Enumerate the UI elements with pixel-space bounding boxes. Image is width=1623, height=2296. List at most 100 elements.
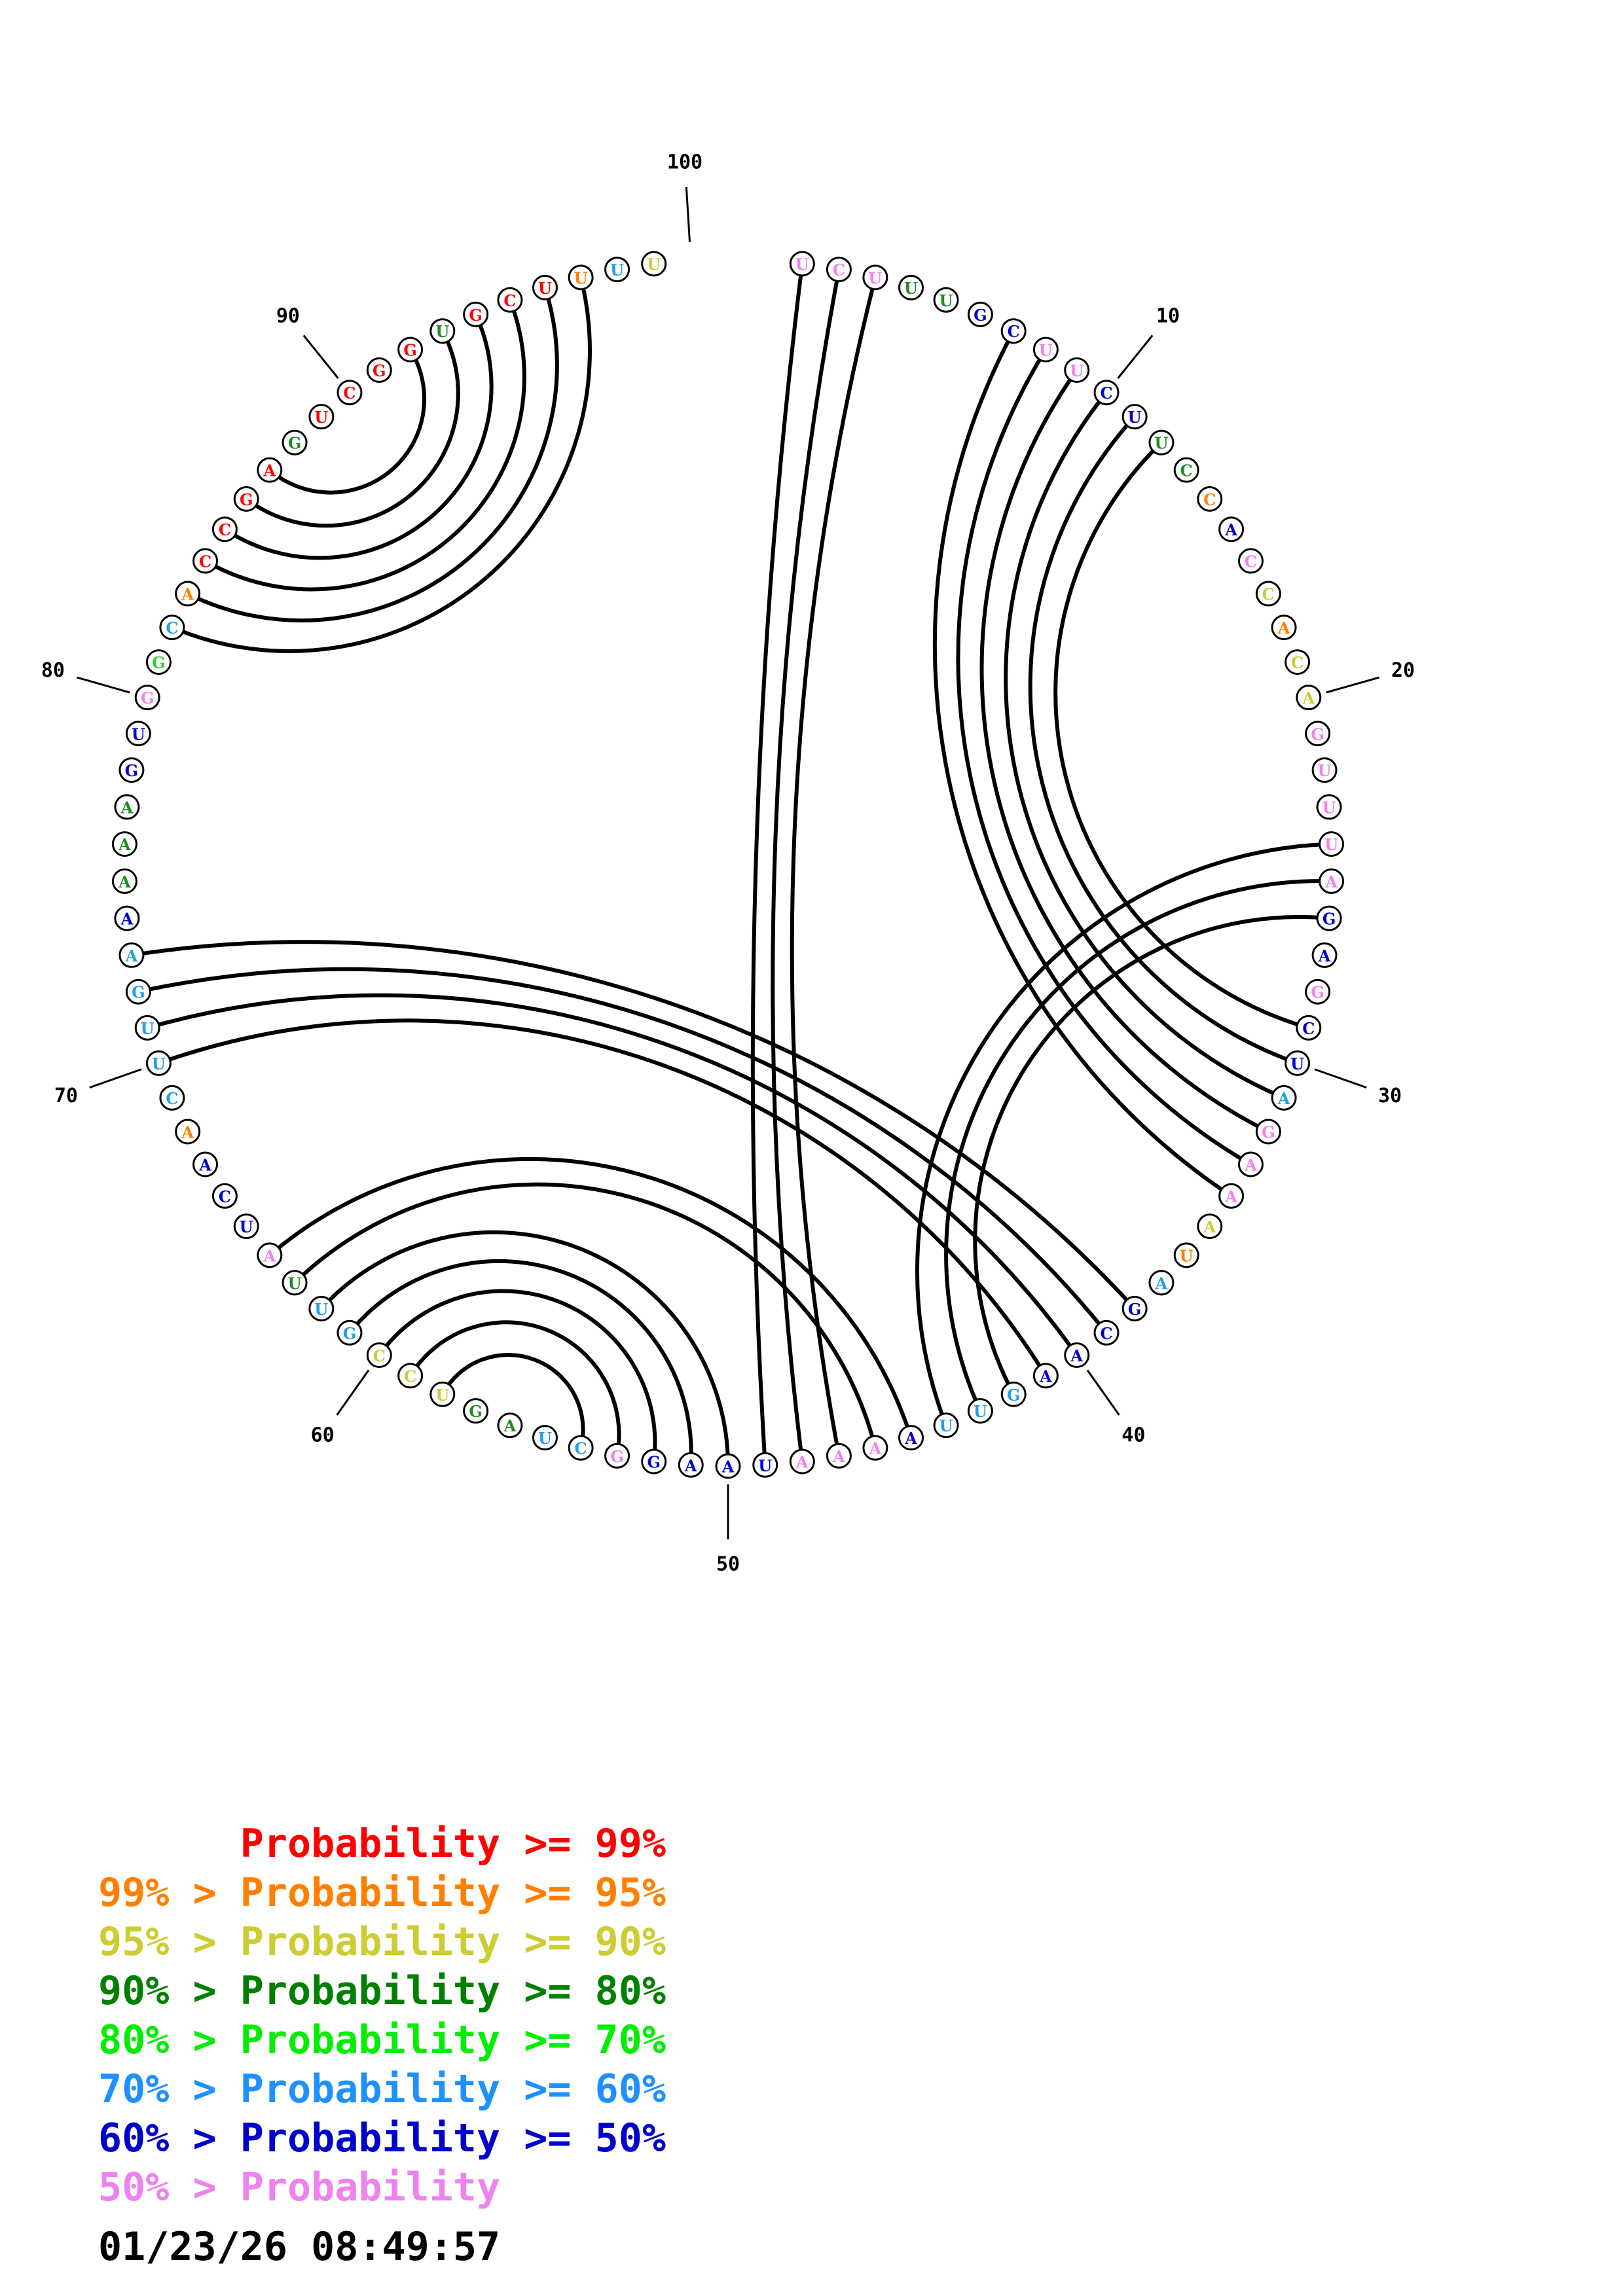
nucleotide: U — [1064, 357, 1090, 383]
base-pair-arc — [790, 277, 877, 1456]
nucleotide-circle — [862, 264, 888, 291]
nucleotide-circle — [1255, 1119, 1281, 1145]
nucleotide: G — [641, 1448, 667, 1475]
nucleotide-letter: U — [435, 1386, 449, 1405]
nucleotide-letter: A — [118, 835, 131, 854]
nucleotide-letter: G — [132, 983, 145, 1002]
nucleotide: A — [192, 1151, 219, 1177]
nucleotide: U — [933, 287, 959, 313]
nucleotide-letter: C — [1180, 461, 1193, 480]
nucleotide: U — [789, 251, 815, 277]
nucleotide-circle — [1093, 1319, 1120, 1346]
nucleotide-circle — [1148, 429, 1175, 456]
nucleotide: U — [134, 1014, 160, 1041]
nucleotide-letter: A — [1277, 619, 1290, 637]
nucleotide-circle — [463, 1398, 489, 1424]
nucleotide-letter: U — [240, 1217, 253, 1236]
nucleotide-letter: C — [373, 1346, 386, 1365]
nucleotide-circle — [1319, 868, 1345, 894]
nucleotide: A — [119, 942, 145, 968]
base-pair-arc — [979, 368, 1269, 1134]
nucleotide: G — [1122, 1295, 1148, 1321]
nucleotide-letter: U — [141, 1019, 155, 1038]
nucleotide: A — [111, 831, 137, 857]
legend-entry: 70% > Probability >= 60% — [98, 2066, 666, 2112]
nucleotide: A — [1271, 1085, 1297, 1111]
nucleotide: C — [1285, 649, 1311, 675]
nucleotide-circle — [898, 274, 924, 300]
nucleotide: G — [1305, 721, 1331, 747]
nucleotide: U — [933, 1412, 959, 1439]
nucleotide-letter: G — [1262, 1122, 1275, 1141]
nucleotide-circle — [967, 301, 993, 327]
nucleotide-letter: G — [1311, 725, 1324, 744]
nucleotide: A — [257, 457, 283, 483]
nucleotide-circle — [1173, 457, 1199, 483]
nucleotide-letter: A — [125, 946, 138, 965]
nucleotide-letter: U — [1324, 835, 1338, 854]
nucleotide-letter: C — [1245, 552, 1257, 571]
nucleotide-letter: U — [152, 1054, 166, 1073]
nucleotide-letter: A — [118, 872, 131, 891]
base-pair-arc — [973, 915, 1330, 1395]
tick-line — [1117, 334, 1154, 379]
nucleotide: A — [1296, 685, 1322, 711]
tick-label: 90 — [276, 304, 300, 327]
nucleotide: C — [497, 287, 523, 313]
nucleotide: U — [308, 404, 335, 430]
nucleotide-letter: C — [219, 520, 231, 539]
nucleotide: U — [898, 274, 924, 300]
nucleotide: U — [1285, 1050, 1311, 1076]
nucleotide-letter: C — [1100, 384, 1112, 403]
nucleotide-circle — [429, 1381, 456, 1407]
nucleotide: G — [119, 757, 145, 783]
nucleotide-letter: A — [1302, 689, 1315, 708]
nucleotide: A — [1218, 1183, 1245, 1209]
nucleotide-letter: U — [1128, 408, 1142, 427]
nucleotide: U — [1122, 404, 1148, 430]
nucleotide-circle — [337, 1319, 363, 1346]
base-pair-arc — [171, 277, 592, 653]
nucleotide: C — [337, 380, 363, 406]
nucleotide-letter: G — [1007, 1386, 1021, 1405]
nucleotide: U — [429, 1381, 456, 1407]
base-pair-arc — [319, 1230, 730, 1467]
nucleotide: U — [752, 1452, 778, 1478]
nucleotide: G — [967, 301, 993, 327]
nucleotide: A — [111, 868, 137, 894]
nucleotide-letter: U — [314, 408, 328, 427]
nucleotide: A — [1064, 1342, 1090, 1369]
base-pair-arc — [268, 1157, 913, 1439]
nucleotide-letter: A — [684, 1456, 697, 1475]
base-pair-arc — [377, 1289, 657, 1462]
nucleotide: C — [366, 1342, 392, 1369]
nucleotide-letter: G — [469, 306, 483, 325]
nucleotide-circle — [1122, 404, 1148, 430]
tick-line — [77, 676, 130, 694]
base-pair-arc — [223, 314, 494, 560]
nucleotide-circle — [282, 429, 308, 456]
nucleotide: U — [282, 1270, 308, 1296]
nucleotide: C — [1000, 318, 1027, 344]
nucleotide: C — [159, 1085, 185, 1111]
base-pair-arc — [293, 1182, 877, 1448]
nucleotide-circle — [1032, 1363, 1059, 1389]
nucleotide-circle — [933, 1412, 959, 1439]
nucleotide-circle — [1319, 831, 1345, 857]
nucleotide-circle — [211, 516, 238, 543]
nucleotide-letter: A — [795, 1453, 809, 1472]
nucleotide-circle — [125, 721, 151, 747]
nucleotide: G — [134, 685, 160, 711]
tick-label: 60 — [311, 1424, 335, 1446]
nucleotide: C — [159, 615, 185, 641]
nucleotide: C — [397, 1363, 424, 1389]
nucleotide: C — [1093, 380, 1120, 406]
nucleotide-circle — [134, 685, 160, 711]
nucleotide-circle — [1148, 1270, 1175, 1296]
nucleotide-circle — [119, 942, 145, 968]
nucleotide-circle — [933, 287, 959, 313]
nucleotide-letter: G — [373, 361, 386, 380]
nucleotide-letter: U — [1322, 798, 1336, 817]
nucleotide: U — [532, 1425, 558, 1451]
nucleotide-letter: C — [166, 1089, 178, 1108]
